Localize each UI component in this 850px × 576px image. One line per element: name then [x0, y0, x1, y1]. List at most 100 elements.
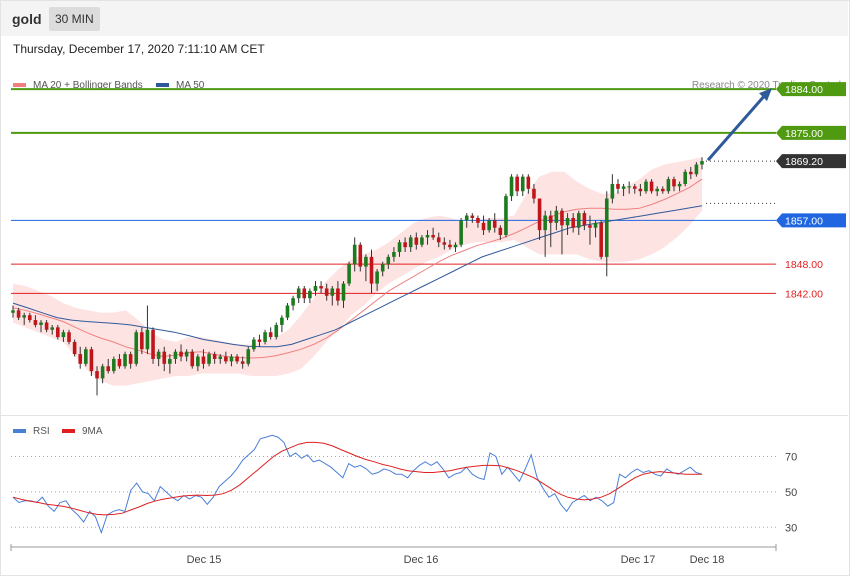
candle	[442, 242, 447, 245]
legend-ma50: MA 50	[156, 80, 204, 91]
candle	[285, 305, 290, 318]
candle	[33, 320, 38, 325]
legend-ma20-label: MA 20 + Bollinger Bands	[33, 80, 143, 91]
projection-arrow-head	[759, 88, 772, 102]
candle	[313, 286, 318, 291]
x-tick-label: Dec 16	[404, 554, 439, 566]
candle	[84, 349, 88, 364]
candle	[498, 227, 503, 235]
ma9-swatch-icon	[62, 429, 75, 434]
candle	[700, 161, 704, 165]
level-tag-1875.00	[776, 125, 846, 140]
candle	[616, 183, 620, 189]
x-tick-label: Dec 15	[187, 554, 222, 566]
candle	[364, 256, 368, 267]
candle	[459, 220, 463, 245]
ma20-line	[12, 178, 703, 359]
candle	[319, 286, 323, 289]
candle	[660, 188, 665, 192]
candle	[308, 290, 312, 299]
timestamp: Thursday, December 17, 2020 7:11:10 AM C…	[13, 42, 265, 56]
candle	[280, 317, 284, 325]
candle	[576, 213, 581, 228]
candle	[184, 351, 189, 357]
candle	[694, 164, 699, 175]
candle	[397, 242, 402, 253]
bollinger-band	[13, 157, 702, 386]
candle	[526, 176, 531, 189]
candle	[604, 198, 609, 257]
legend-ma50-label: MA 50	[176, 80, 205, 91]
candle	[112, 358, 116, 372]
candle	[408, 237, 413, 248]
rsi-tick-50: 50	[785, 487, 797, 499]
candle	[515, 176, 519, 192]
candle	[268, 332, 273, 338]
candle	[677, 183, 682, 187]
candle	[476, 217, 480, 223]
candle	[196, 356, 200, 367]
rsi-tick-70: 70	[785, 452, 797, 464]
toolbar: gold 30 MIN	[1, 1, 848, 36]
candle	[431, 235, 435, 238]
candle	[257, 339, 262, 342]
candle	[683, 171, 687, 184]
candle	[481, 222, 486, 231]
candle	[162, 351, 167, 364]
candle	[638, 188, 643, 192]
level-label-1842.00: 1842.00	[785, 288, 823, 300]
rsi-series-9MA	[12, 441, 702, 516]
candle	[302, 288, 307, 299]
x-tick-label: Dec 17	[621, 554, 656, 566]
candle	[386, 256, 391, 265]
candle	[470, 215, 475, 218]
level-label-1875.00: 1875.00	[785, 128, 823, 140]
candle	[543, 215, 547, 231]
candle	[140, 332, 144, 350]
ma20-swatch-icon	[13, 83, 26, 88]
legend-rsi: RSI	[13, 426, 50, 437]
candle	[352, 244, 357, 265]
legend-ma20: MA 20 + Bollinger Bands	[13, 80, 143, 91]
panel-divider	[1, 415, 848, 416]
candle	[649, 181, 654, 192]
candle	[117, 358, 122, 367]
legend-9ma-label: 9MA	[82, 426, 103, 437]
candle	[263, 332, 267, 342]
candle	[134, 332, 139, 364]
candle	[28, 315, 32, 321]
candle	[212, 354, 217, 359]
candle	[50, 327, 55, 330]
timeframe-button[interactable]: 30 MIN	[49, 7, 100, 31]
candle	[246, 349, 251, 364]
candle	[145, 329, 150, 350]
candle	[336, 288, 340, 301]
candle	[380, 264, 385, 272]
level-tag-1857.00	[776, 213, 846, 228]
candle	[582, 213, 587, 226]
candle	[414, 237, 419, 245]
candle	[168, 358, 172, 364]
legend-rsi-label: RSI	[33, 426, 50, 437]
candle	[240, 361, 245, 364]
candle	[672, 179, 676, 187]
candle	[599, 222, 603, 257]
candle	[655, 188, 659, 192]
candle	[235, 356, 239, 362]
candle	[190, 351, 195, 367]
candle	[453, 244, 458, 248]
candle	[403, 242, 407, 248]
candle	[78, 354, 83, 364]
candle	[89, 349, 94, 372]
candle	[588, 225, 592, 228]
level-label-1869.20: 1869.20	[785, 156, 823, 168]
credit-text: Research © 2020 Trading Central	[691, 80, 841, 91]
candle	[207, 354, 211, 364]
rsi-tick-30: 30	[785, 522, 797, 534]
rsi-series-RSI	[12, 434, 703, 535]
level-tag-1869.20	[776, 154, 846, 169]
candle	[464, 215, 469, 221]
candle	[128, 354, 133, 364]
